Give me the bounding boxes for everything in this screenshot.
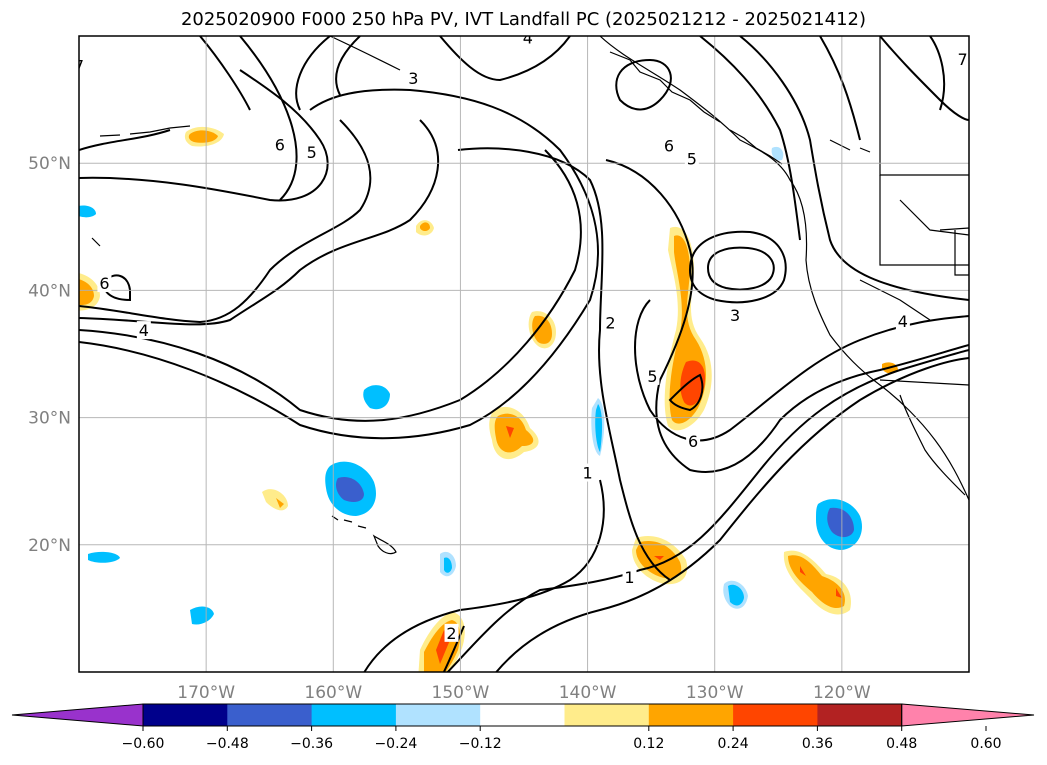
lon-label: 130°W	[686, 683, 744, 703]
lon-label: 170°W	[177, 683, 235, 703]
colorbar-tick-label: −0.60	[122, 736, 165, 752]
contour-label-bg	[684, 149, 699, 168]
colorbar-segment	[395, 704, 481, 726]
contour-label-bg	[895, 312, 910, 331]
contour-label-bg	[622, 567, 637, 586]
contour-label: 3	[730, 306, 740, 325]
contour-label: 7	[958, 50, 968, 69]
lon-label: 140°W	[559, 683, 617, 703]
contour-label: 2	[446, 624, 456, 643]
colorbar-tick-label: 0.48	[886, 736, 917, 752]
longitude-labels: 170°W 160°W 150°W 140°W 130°W 120°W	[177, 683, 871, 703]
contour-label: 6	[664, 137, 674, 156]
contour-label-bg	[520, 36, 535, 47]
colorbar: −0.60 −0.48 −0.36 −0.24 −0.12 0.12 0.24 0.36 0.4…	[11, 703, 1035, 752]
contour-label-bg	[645, 366, 660, 385]
hawaii-islands	[331, 515, 397, 555]
lon-label: 150°W	[432, 683, 490, 703]
contour-label-bg	[661, 136, 676, 155]
colorbar-tick-label: −0.36	[290, 736, 333, 752]
colorbar-segment	[311, 704, 397, 726]
colorbar-tick-label: 0.60	[970, 736, 1001, 752]
latitude-labels: 50°N 40°N 30°N 20°N	[28, 154, 71, 556]
lat-label: 30°N	[28, 409, 71, 429]
colorbar-tick-label: −0.48	[206, 736, 249, 752]
gridlines	[79, 36, 969, 672]
contour-label-bg	[728, 305, 743, 324]
colorbar-extend-high	[901, 703, 1035, 727]
colorbar-segment	[648, 704, 734, 726]
lat-label: 40°N	[28, 281, 71, 301]
colorbar-extend-low	[11, 703, 144, 727]
colorbar-segment	[733, 704, 818, 726]
colorbar-tick-label: −0.12	[459, 736, 502, 752]
contour-label-bg	[580, 463, 595, 482]
map-frame	[78, 35, 970, 673]
contour-label-bg	[686, 431, 701, 450]
colorbar-outline	[142, 703, 903, 727]
contour-label: 6	[688, 432, 698, 451]
colorbar-tick-label: 0.12	[633, 736, 664, 752]
contour-label: 4	[898, 312, 908, 331]
pv-contours	[79, 36, 969, 672]
contour-label: 1	[582, 464, 592, 483]
contour-label: 6	[275, 135, 285, 154]
colorbar-segment	[227, 704, 313, 726]
contour-label: 6	[99, 274, 109, 293]
colorbar-tick-label: −0.24	[374, 736, 417, 752]
colorbar-tick-label: 0.36	[802, 736, 833, 752]
coastlines	[99, 36, 969, 501]
lat-label: 50°N	[28, 154, 71, 174]
contour-label-bg	[97, 274, 112, 293]
contour-label-bg	[603, 313, 618, 332]
north-america-coast	[599, 36, 969, 501]
contour-label: 2	[605, 313, 615, 332]
contour-label-bg	[136, 321, 151, 340]
lon-label: 120°W	[813, 683, 871, 703]
contour-label: 5	[647, 367, 657, 386]
contour-label-bg	[444, 623, 459, 642]
lon-label: 160°W	[304, 683, 362, 703]
contour-label: 1	[624, 568, 634, 587]
contour-label-bg	[406, 69, 421, 88]
colorbar-segment	[143, 704, 228, 726]
colorbar-segment	[817, 704, 903, 726]
colorbar-segment	[480, 704, 565, 726]
map-title: 2025020900 F000 250 hPa PV, IVT Landfall…	[180, 9, 867, 30]
contour-label-bg	[955, 50, 969, 69]
pv-contour-4	[79, 119, 372, 324]
colorbar-segment	[564, 704, 650, 726]
contour-label-bg	[304, 143, 319, 162]
contour-label-bg	[79, 56, 86, 75]
contour-label: 4	[139, 321, 149, 340]
contour-label: 7	[74, 57, 84, 76]
contour-label: 3	[408, 69, 418, 88]
contour-label: 4	[523, 29, 533, 48]
ivt-shading	[79, 126, 898, 672]
contour-label: 5	[687, 149, 697, 168]
contour-label-bg	[272, 135, 287, 154]
contour-label: 5	[307, 143, 317, 162]
colorbar-tick-label: 0.24	[718, 736, 749, 752]
islands	[91, 237, 397, 555]
lat-label: 20°N	[28, 536, 71, 556]
